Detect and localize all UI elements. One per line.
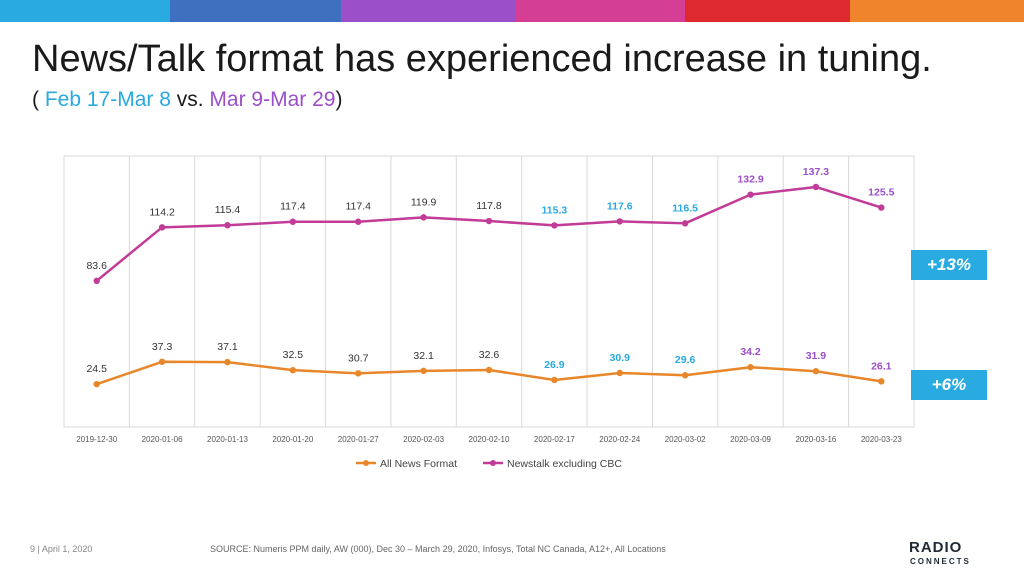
color-band-segment <box>850 0 1024 22</box>
logo-main: RADIO <box>909 539 963 556</box>
data-point-newstalk <box>616 218 623 225</box>
data-label-all-news: 34.2 <box>740 346 761 358</box>
data-label-all-news: 37.3 <box>152 341 173 353</box>
plot-area <box>63 155 915 428</box>
data-label-all-news: 26.9 <box>544 359 565 371</box>
data-label-newstalk: 83.6 <box>86 260 107 272</box>
data-label-newstalk: 132.9 <box>737 174 763 186</box>
legend-label-all-news: All News Format <box>380 458 457 470</box>
x-tick-label: 2020-02-17 <box>534 435 575 444</box>
data-label-newstalk: 117.4 <box>280 201 306 213</box>
data-label-newstalk: 115.4 <box>215 204 241 216</box>
data-label-all-news: 32.5 <box>283 349 304 361</box>
data-label-all-news: 32.1 <box>413 350 434 362</box>
legend-marker-newstalk <box>490 460 496 466</box>
color-band <box>0 0 1024 22</box>
data-point-all-news <box>616 369 623 377</box>
x-tick-label: 2020-01-13 <box>207 435 248 444</box>
data-label-all-news: 26.1 <box>871 360 892 372</box>
data-point-all-news <box>551 376 558 384</box>
logo-sub: CONNECTS <box>910 557 971 566</box>
data-point-newstalk <box>355 218 362 225</box>
data-point-newstalk <box>420 214 427 221</box>
data-label-all-news: 30.7 <box>348 352 369 364</box>
subtitle-period-after: Mar 9-Mar 29 <box>209 88 336 111</box>
data-point-all-news <box>747 364 754 371</box>
data-label-all-news: 30.9 <box>610 352 631 364</box>
x-tick-label: 2020-02-24 <box>599 435 640 444</box>
data-point-all-news <box>158 358 166 365</box>
data-point-all-news <box>224 358 231 366</box>
data-point-newstalk <box>224 222 231 229</box>
data-point-newstalk <box>485 217 493 225</box>
color-band-segment <box>0 0 170 22</box>
x-tick-label: 2020-02-10 <box>469 435 510 444</box>
data-label-newstalk: 125.5 <box>868 187 894 199</box>
subtitle-close: ) <box>335 88 343 111</box>
legend-marker-all-news <box>363 460 369 466</box>
x-tick-label: 2020-03-16 <box>795 435 836 444</box>
data-point-newstalk <box>681 220 689 227</box>
subtitle-open: ( <box>32 88 45 111</box>
color-band-segment <box>341 0 516 22</box>
x-tick-label: 2020-01-06 <box>142 435 183 444</box>
subtitle-period-before: Feb 17-Mar 8 <box>44 88 171 111</box>
data-point-all-news <box>93 380 100 388</box>
color-band-segment <box>685 0 850 22</box>
data-label-all-news: 29.6 <box>675 354 696 366</box>
page-title: News/Talk format has experienced increas… <box>32 38 932 80</box>
data-label-newstalk: 116.5 <box>672 202 698 214</box>
data-label-all-news: 24.5 <box>86 363 107 375</box>
legend-label-newstalk: Newstalk excluding CBC <box>507 458 622 470</box>
data-label-newstalk: 117.8 <box>476 200 502 212</box>
data-label-newstalk: 119.9 <box>411 196 437 208</box>
data-point-newstalk <box>747 191 754 198</box>
data-point-newstalk <box>812 183 820 191</box>
data-point-all-news <box>485 366 493 374</box>
data-label-all-news: 32.6 <box>479 349 500 361</box>
data-point-newstalk <box>93 277 100 285</box>
data-point-all-news <box>355 370 362 377</box>
x-tick-label: 2019-12-30 <box>76 435 117 444</box>
data-label-newstalk: 115.3 <box>542 204 568 216</box>
x-tick-label: 2020-03-02 <box>665 435 706 444</box>
x-tick-label: 2020-03-09 <box>730 435 771 444</box>
data-label-all-news: 31.9 <box>806 350 827 362</box>
data-point-newstalk <box>158 224 166 231</box>
data-label-newstalk: 117.6 <box>607 200 633 212</box>
data-point-newstalk <box>289 218 297 225</box>
x-tick-label: 2020-03-23 <box>861 435 902 444</box>
data-point-all-news <box>812 368 820 375</box>
page-subtitle: ( Feb 17-Mar 8 vs. Mar 9-Mar 29) <box>32 88 342 112</box>
data-point-newstalk <box>551 222 558 229</box>
badge-newstalk-change: +13% <box>911 250 987 280</box>
data-label-all-news: 37.1 <box>217 341 238 353</box>
x-tick-label: 2020-01-27 <box>338 435 379 444</box>
data-label-newstalk: 137.3 <box>803 166 829 178</box>
footer-page-date: 9 | April 1, 2020 <box>30 544 93 554</box>
color-band-segment <box>516 0 685 22</box>
x-tick-label: 2020-02-03 <box>403 435 444 444</box>
data-point-all-news <box>681 372 689 379</box>
radio-connects-logo: RADIO CONNECTS <box>909 540 979 568</box>
color-band-segment <box>170 0 341 22</box>
footer-source: SOURCE: Numeris PPM daily, AW (000), Dec… <box>210 544 666 554</box>
badge-allnews-change: +6% <box>911 370 987 400</box>
data-point-newstalk <box>878 204 885 211</box>
data-point-all-news <box>420 367 427 375</box>
x-tick-label: 2020-01-20 <box>272 435 313 444</box>
subtitle-vs: vs. <box>170 88 210 111</box>
data-point-all-news <box>878 378 885 385</box>
data-label-newstalk: 114.2 <box>149 206 175 218</box>
data-point-all-news <box>289 366 297 374</box>
data-label-newstalk: 117.4 <box>345 201 371 213</box>
